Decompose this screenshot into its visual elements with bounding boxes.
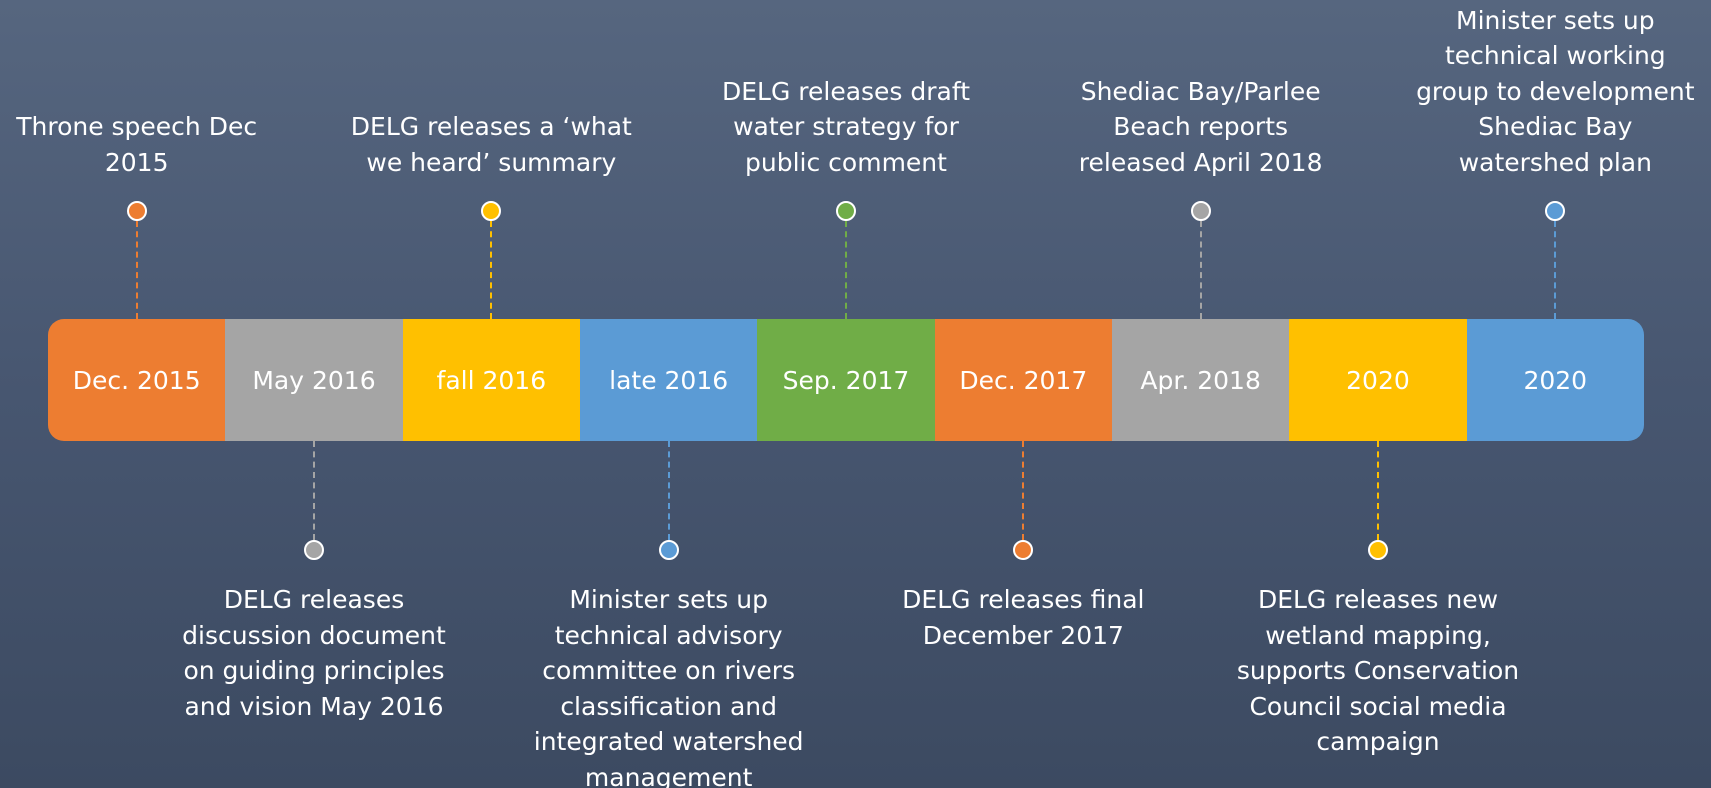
text-line: Shediac Bay [1478,112,1633,141]
event-marker [1368,540,1388,560]
timeline-bar: Dec. 2015 May 2016 fall 2016 late 2016 Sep. … [48,319,1644,441]
connector [135,221,138,319]
text-line: 2015 [104,147,169,177]
event-marker [126,201,147,221]
text-line: classification and [560,691,777,721]
connector [1554,221,1557,319]
text-line: on guiding principles [183,656,445,685]
text-line: Council social media [1249,691,1507,721]
text-line: released April 2018 [1078,147,1323,177]
connector [1199,221,1202,319]
event-marker [481,201,502,221]
event-marker [1190,201,1211,221]
event-marker [658,540,679,560]
text-line: technical advisory [554,620,783,650]
text-line: DELG releases final [902,585,1145,614]
text-line: public comment [745,147,947,177]
event-marker [304,540,324,560]
timeline-segment: Sep. 2017 [757,319,935,441]
event-description: Shediac Bay/Parlee Beach reports released … [1051,74,1351,181]
text-line: wetland mapping, [1265,620,1491,650]
event-description: Minister sets up technical working group t… [1405,3,1705,181]
event-description: Throne speech Dec 2015 [0,109,287,180]
event-description: DELG releases new wetland mapping, support… [1228,582,1528,760]
text-line: group to development [1416,76,1695,106]
text-line: DELG releases draft [721,76,971,106]
text-line: watershed plan [1458,147,1652,177]
text-line: water strategy for [733,112,959,141]
connector [313,441,315,540]
event-marker [1545,201,1566,221]
text-line: technical working [1444,41,1666,70]
timeline-segment: late 2016 [579,319,758,441]
timeline-segment: fall 2016 [402,319,580,441]
text-line: Shediac Bay/Parlee [1080,76,1321,106]
text-line: Throne speech Dec [16,112,258,141]
text-line: and vision May 2016 [184,691,444,721]
text-line: committee on rivers [542,656,796,685]
text-line: Minister sets up [1456,5,1655,35]
timeline-segment: Dec. 2015 [48,319,226,441]
connector [1022,441,1025,540]
text-line: Beach reports [1113,112,1289,141]
text-line: Minister sets up [569,585,768,614]
connector [667,441,670,540]
event-description: DELG releases draft water strategy for pub… [696,74,996,181]
text-line: integrated watershed [533,727,804,756]
connector [845,221,847,319]
text-line: supports Conservation [1236,656,1520,685]
text-line: December 2017 [922,620,1124,650]
timeline-segment: Dec. 2017 [934,319,1112,441]
event-marker [836,201,856,221]
timeline-segment: 2020 [1466,319,1644,441]
text-line: DELG releases [223,585,405,614]
connector [1377,441,1379,540]
event-marker [1013,540,1034,560]
timeline-segment: Apr. 2018 [1111,319,1290,441]
text-line: we heard’ summary [366,147,617,177]
event-description: Minister sets up technical advisory commit… [519,582,819,788]
text-line: campaign [1316,727,1440,756]
text-line: management [584,762,753,788]
text-line: discussion document [182,620,446,650]
event-description: DELG releases discussion document on guidi… [164,582,464,724]
connector [490,221,493,319]
event-description: DELG releases a ‘what we heard’ summary [341,109,641,180]
text-line: DELG releases a ‘what [350,112,632,141]
timeline-segment: 2020 [1289,319,1467,441]
event-description: DELG releases final December 2017 [873,582,1173,653]
timeline-segment: May 2016 [225,319,403,441]
text-line: DELG releases new [1257,585,1499,614]
